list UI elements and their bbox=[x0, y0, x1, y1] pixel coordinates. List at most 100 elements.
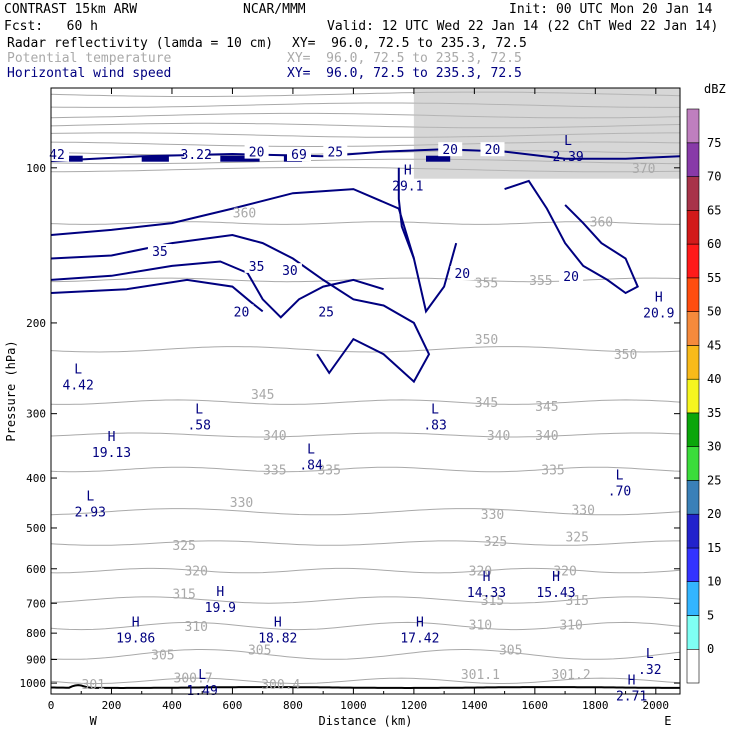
colorbar-swatch bbox=[686, 210, 700, 245]
isentrope-label: 320 bbox=[469, 565, 492, 580]
colorbar-swatch bbox=[686, 581, 700, 616]
isentrope-label: 310 bbox=[559, 619, 582, 634]
extremum-value: .58 bbox=[187, 418, 210, 433]
colorbar-unit: dBZ bbox=[704, 82, 726, 96]
colorbar-swatch bbox=[686, 108, 700, 144]
isentrope-label: 335 bbox=[263, 464, 286, 479]
y-tick-label: 500 bbox=[26, 522, 46, 535]
y-tick-label: 100 bbox=[26, 162, 46, 175]
west-label: W bbox=[90, 714, 98, 728]
org-label: NCAR/MMM bbox=[243, 2, 306, 17]
extremum-marker: H bbox=[416, 615, 424, 630]
field-name-reflectivity: Radar reflectivity (lamda = 10 cm) bbox=[7, 36, 274, 51]
extremum-value: 19.9 bbox=[205, 601, 236, 616]
isentrope-label: 320 bbox=[553, 565, 576, 580]
chart-overlay: 301 300.7 300.4 301.1 301.2 305 305 305 310 310 31… bbox=[45, 134, 674, 705]
jet-core-mark bbox=[69, 155, 83, 162]
colorbar-level: 15 bbox=[707, 541, 721, 555]
isentrope-line bbox=[51, 399, 680, 405]
y-tick-label: 200 bbox=[26, 317, 46, 330]
extremum-marker: L bbox=[307, 443, 315, 458]
extremum-value: 15.43 bbox=[536, 586, 575, 601]
extremum-value: .84 bbox=[299, 459, 323, 474]
extremum-marker: L bbox=[431, 402, 439, 417]
x-tick-label: 600 bbox=[222, 699, 242, 712]
wind-speed-label: 25 bbox=[327, 146, 343, 161]
isentrope-label: 335 bbox=[317, 464, 340, 479]
colorbar-swatch bbox=[686, 547, 700, 583]
extremum-value: .70 bbox=[608, 485, 631, 500]
wind-speed-contour bbox=[397, 167, 415, 259]
colorbar-level: 45 bbox=[707, 338, 721, 352]
wind-label-bg bbox=[323, 144, 348, 159]
wind-speed-label: 30 bbox=[282, 264, 298, 279]
colorbar-level: 60 bbox=[707, 237, 721, 251]
y-tick-label: 1000 bbox=[20, 677, 47, 690]
wind-label-bg bbox=[147, 244, 172, 258]
forecast-hour: Fcst: 60 h bbox=[4, 19, 98, 34]
y-tick-label: 300 bbox=[26, 408, 46, 421]
extremum-marker: H bbox=[132, 615, 140, 630]
wind-speed-label: 35 bbox=[249, 260, 265, 275]
jet-core-mark bbox=[220, 155, 260, 162]
colorbar-swatch bbox=[686, 480, 700, 515]
isentrope-label: 355 bbox=[529, 274, 552, 289]
isentrope-line bbox=[51, 567, 680, 574]
isentrope-label: 330 bbox=[481, 508, 504, 523]
isentrope-label: 310 bbox=[184, 620, 207, 635]
isentrope-line bbox=[51, 508, 680, 516]
colorbar-level: 55 bbox=[707, 271, 721, 285]
isentrope-line bbox=[51, 596, 680, 604]
wind-speed-label: 20 bbox=[563, 270, 579, 285]
extremum-marker: H bbox=[404, 164, 412, 179]
colorbar: dBZ 0 5 10 15 20 25 30 35 40 45 50 55 60 65 70 75 bbox=[686, 82, 726, 684]
jet-core-mark bbox=[426, 155, 451, 162]
isentrope-label: 330 bbox=[571, 503, 594, 518]
isentrope-label: 350 bbox=[614, 348, 637, 363]
x-tick-label: 1400 bbox=[461, 699, 488, 712]
extremum-marker: H bbox=[483, 570, 491, 585]
valid-time: Valid: 12 UTC Wed 22 Jan 14 (22 ChT Wed … bbox=[327, 19, 719, 34]
x-tick-label: 1800 bbox=[582, 699, 609, 712]
field-xy-reflectivity: XY= 96.0, 72.5 to 235.3, 72.5 bbox=[292, 36, 527, 51]
colorbar-level: 25 bbox=[707, 473, 721, 487]
isentrope-label: 315 bbox=[481, 594, 504, 609]
extremum-value: .83 bbox=[423, 418, 446, 433]
isentrope-label: 335 bbox=[541, 464, 564, 479]
x-tick-label: 0 bbox=[48, 699, 55, 712]
wind-label-bg bbox=[314, 304, 339, 319]
extremum-value: 19.13 bbox=[92, 446, 131, 461]
isentrope-label: 305 bbox=[499, 643, 522, 658]
x-tick-label: 1200 bbox=[401, 699, 428, 712]
east-label: E bbox=[664, 714, 671, 728]
extremum-value: 2.71 bbox=[616, 690, 647, 705]
x-tick-label: 1600 bbox=[522, 699, 549, 712]
isentrope-dense-band bbox=[413, 88, 680, 179]
colorbar-level: 30 bbox=[707, 440, 721, 454]
extremum-marker: L bbox=[564, 134, 572, 149]
colorbar-swatch bbox=[686, 412, 700, 447]
isentrope-label: 301.1 bbox=[461, 668, 500, 683]
wind-label-bg bbox=[229, 304, 254, 319]
isentrope-label: 355 bbox=[475, 277, 498, 292]
field-xy-theta: XY= 96.0, 72.5 to 235.3, 72.5 bbox=[287, 51, 522, 66]
wind-label-bg bbox=[184, 147, 209, 161]
extremum-value: 14.33 bbox=[467, 586, 506, 601]
wind-speed-label: 42 bbox=[49, 148, 65, 163]
colorbar-level: 10 bbox=[707, 575, 721, 589]
extremum-value: 17.42 bbox=[400, 631, 439, 646]
extremum-value: 29.1 bbox=[392, 180, 423, 195]
extremum-value: 19.86 bbox=[116, 631, 155, 646]
extremum-marker: H bbox=[628, 674, 636, 689]
extremum-marker: H bbox=[274, 615, 282, 630]
extremum-value: 2.39 bbox=[552, 150, 583, 165]
isentrope-label: 345 bbox=[535, 400, 558, 415]
wind-label-bg bbox=[450, 266, 475, 280]
isentrope-line bbox=[51, 677, 680, 684]
extremum-marker: L bbox=[198, 668, 206, 683]
isentrope-label: 300.7 bbox=[174, 671, 213, 686]
y-tick-label: 600 bbox=[26, 563, 46, 576]
isentrope-label: 315 bbox=[565, 594, 588, 609]
colorbar-swatch bbox=[686, 311, 700, 346]
